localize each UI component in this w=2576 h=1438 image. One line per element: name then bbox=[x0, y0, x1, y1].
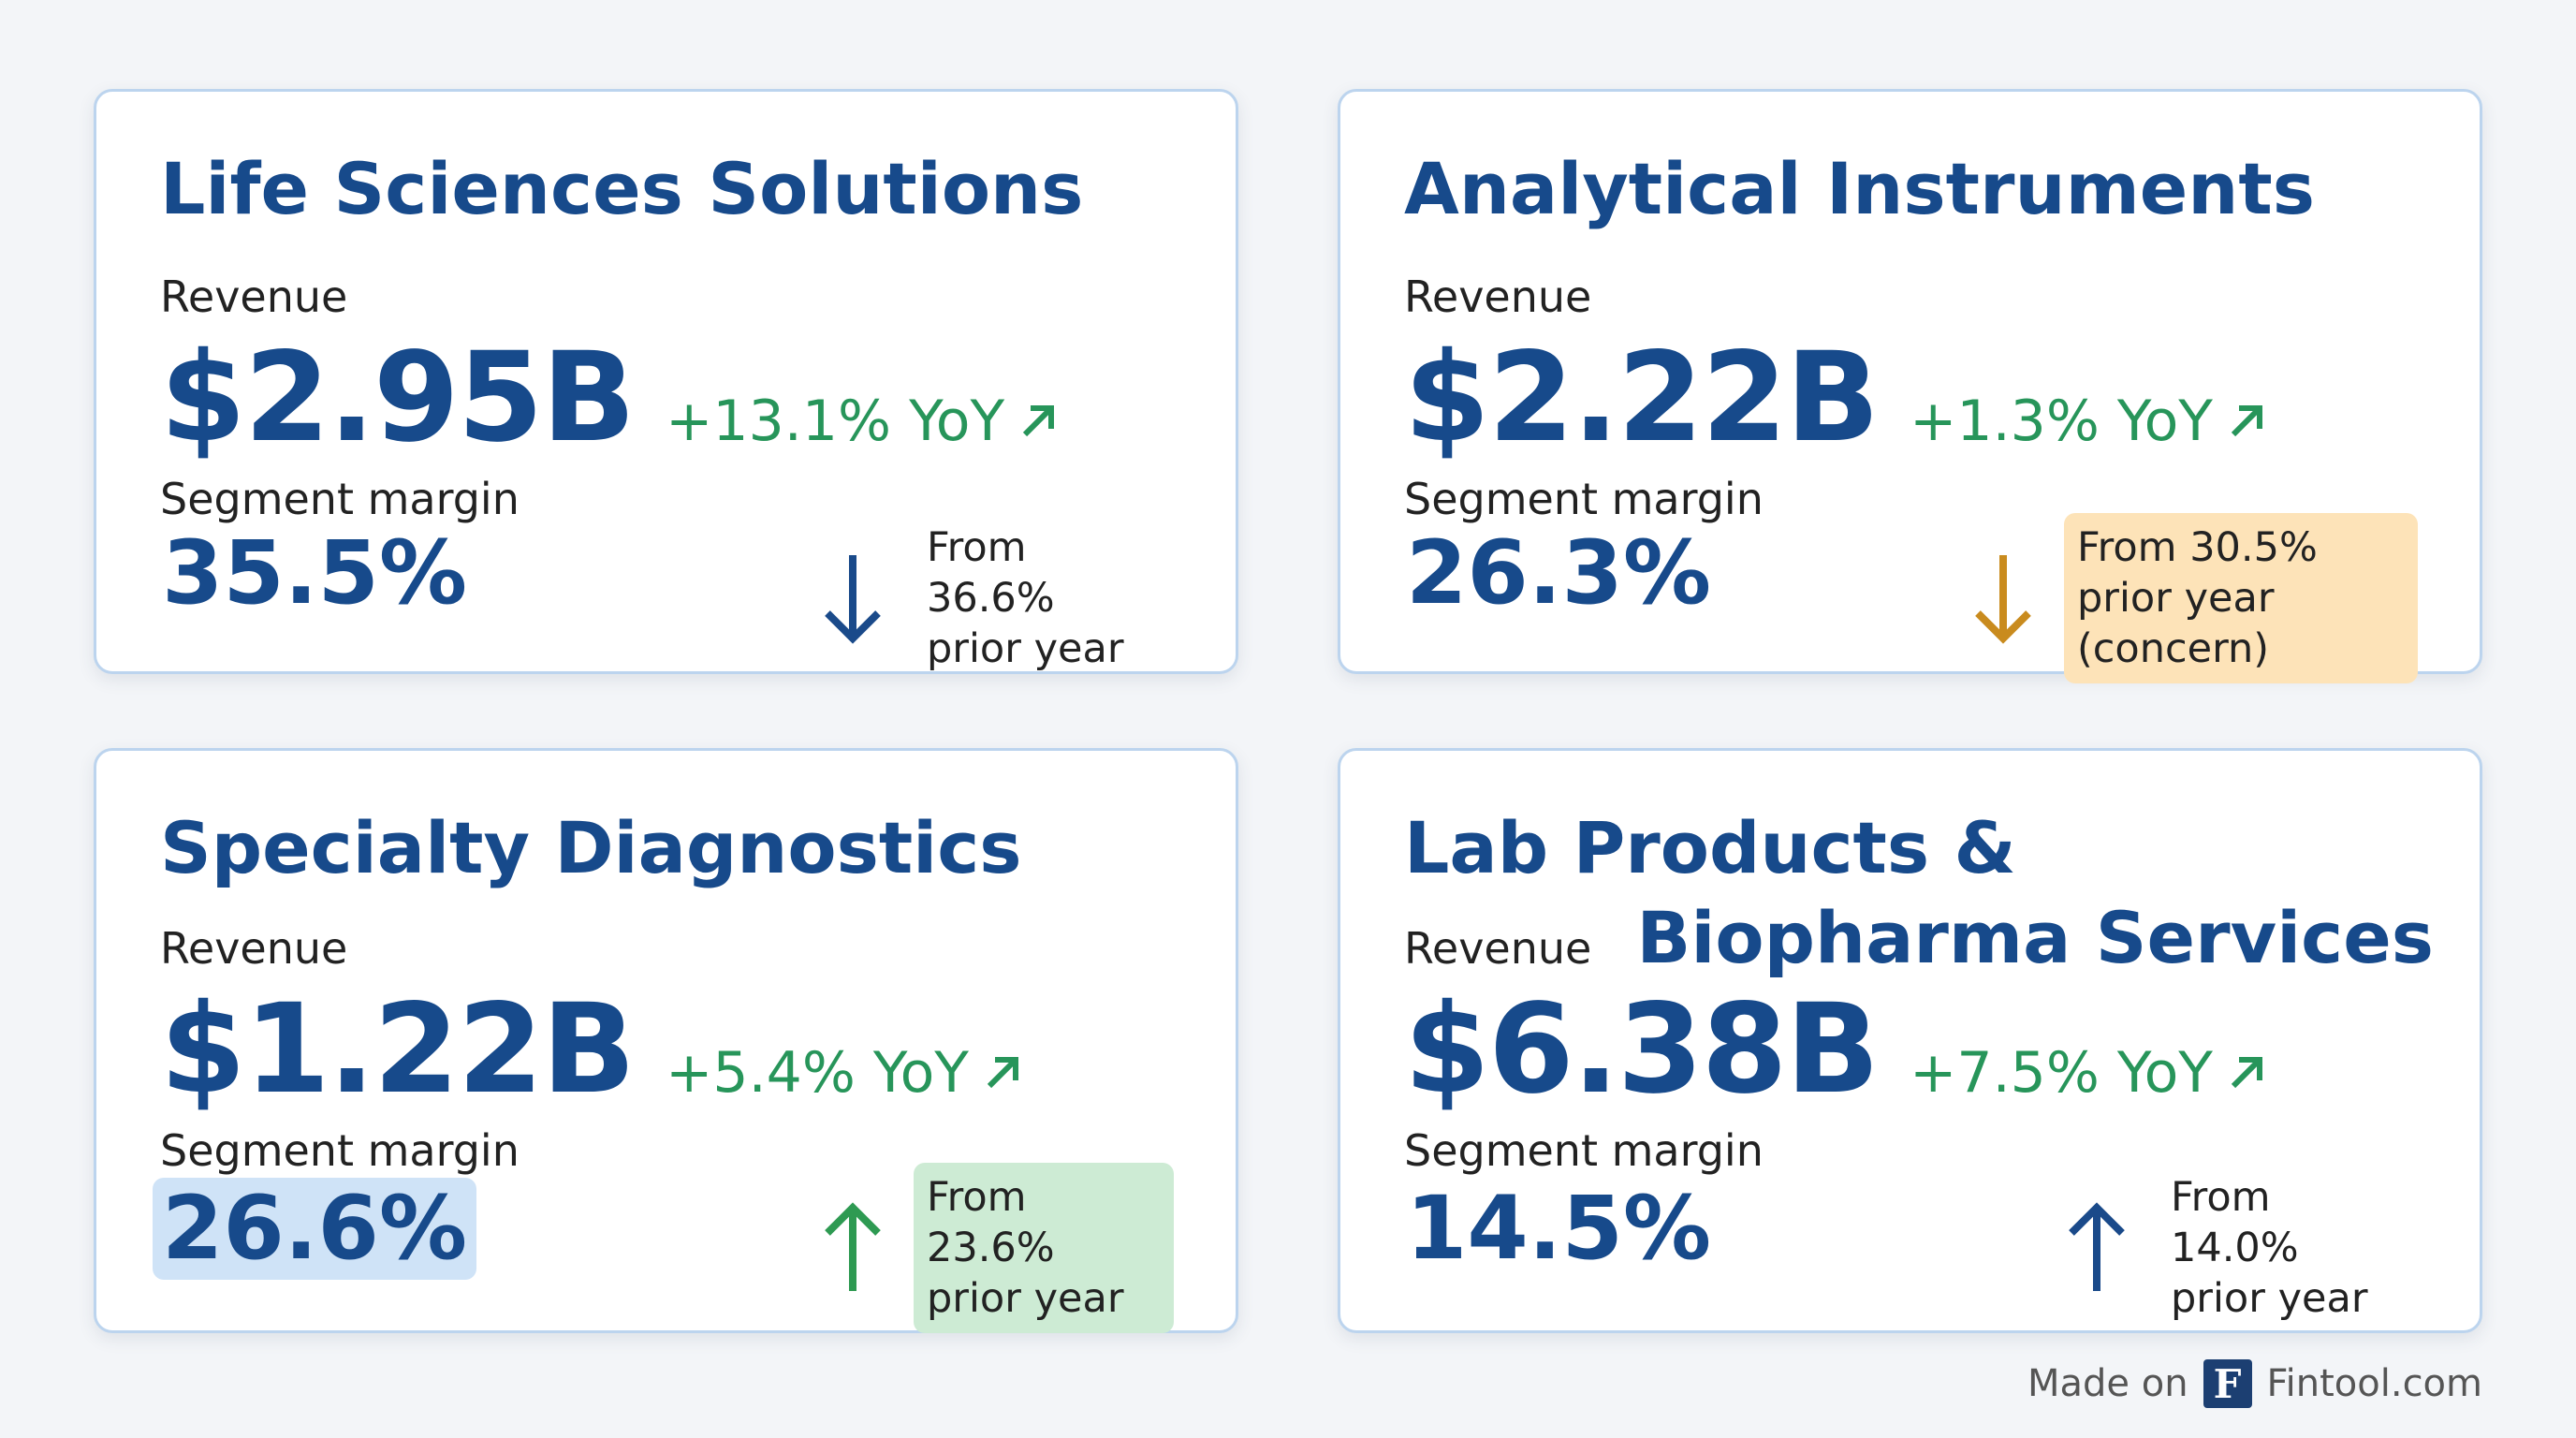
yoy-text: +1.3% YoY bbox=[1910, 389, 2213, 454]
revenue-row: $6.38B +7.5% YoY bbox=[1404, 977, 2267, 1122]
revenue-label: Revenue bbox=[160, 923, 348, 974]
margin-value: 14.5% bbox=[1406, 1178, 1712, 1280]
revenue-label: Revenue bbox=[1404, 923, 1592, 974]
margin-label: Segment margin bbox=[160, 474, 520, 524]
margin-value: 26.3% bbox=[1406, 522, 1712, 624]
margin-value: 35.5% bbox=[162, 522, 468, 624]
yoy-text: +7.5% YoY bbox=[1910, 1040, 2213, 1106]
logo: F bbox=[2203, 1359, 2252, 1408]
card-title: Life Sciences Solutions bbox=[160, 147, 1084, 230]
card-title: Analytical Instruments bbox=[1404, 147, 2315, 230]
margin-label: Segment margin bbox=[1404, 1125, 1764, 1176]
revenue-value: $2.95B bbox=[160, 326, 636, 470]
up-arrow bbox=[825, 1202, 881, 1291]
card-title: Specialty Diagnostics bbox=[160, 806, 1022, 889]
revenue-row: $2.22B +1.3% YoY bbox=[1404, 326, 2267, 470]
revenue-row: $1.22B +5.4% YoY bbox=[160, 977, 1023, 1122]
revenue-value: $2.22B bbox=[1404, 326, 1880, 470]
note-text: From 30.5% prior year (concern) bbox=[2064, 513, 2418, 683]
up-right-arrow bbox=[987, 1057, 1018, 1089]
brand: Fintool.com bbox=[2266, 1362, 2482, 1405]
margin-note: From 23.6% prior year bbox=[820, 1163, 1174, 1333]
yoy-text: +13.1% YoY bbox=[666, 389, 1005, 454]
margin-note: From 30.5% prior year (concern) bbox=[1970, 513, 2418, 683]
revenue-label: Revenue bbox=[1404, 271, 1592, 322]
margin-label: Segment margin bbox=[1404, 474, 1764, 524]
down-arrow bbox=[1975, 555, 2031, 644]
segment-card: Lab Products & Biopharma Services Revenu… bbox=[1338, 748, 2482, 1333]
yoy-change: +1.3% YoY bbox=[1910, 389, 2267, 454]
segment-card: Life Sciences Solutions Revenue $2.95B +… bbox=[94, 89, 1238, 674]
note-text: From 36.6% prior year bbox=[927, 524, 1124, 672]
revenue-row: $2.95B +13.1% YoY bbox=[160, 326, 1059, 470]
revenue-value: $1.22B bbox=[160, 977, 636, 1122]
yoy-change: +5.4% YoY bbox=[666, 1040, 1023, 1106]
revenue-value: $6.38B bbox=[1404, 977, 1880, 1122]
down-arrow bbox=[825, 555, 881, 644]
margin-note: From 36.6% prior year bbox=[820, 513, 1174, 683]
margin-label: Segment margin bbox=[160, 1125, 520, 1176]
revenue-label: Revenue bbox=[160, 271, 348, 322]
margin-value: 26.6% bbox=[153, 1178, 477, 1280]
segment-card: Analytical Instruments Revenue $2.22B +1… bbox=[1338, 89, 2482, 683]
up-right-arrow bbox=[2231, 1057, 2262, 1089]
footer: Made on F Fintool.com bbox=[2027, 1359, 2482, 1408]
up-right-arrow bbox=[1023, 405, 1055, 437]
note-text: From 14.0% prior year bbox=[2171, 1174, 2368, 1322]
up-right-arrow bbox=[2231, 405, 2262, 437]
yoy-change: +13.1% YoY bbox=[666, 389, 1059, 454]
yoy-text: +5.4% YoY bbox=[666, 1040, 969, 1106]
made-on: Made on bbox=[2027, 1362, 2188, 1405]
yoy-change: +7.5% YoY bbox=[1910, 1040, 2267, 1106]
up-arrow bbox=[2069, 1202, 2125, 1291]
card-title: Lab Products & Biopharma Services bbox=[1404, 806, 2434, 979]
note-text: From 23.6% prior year bbox=[914, 1163, 1174, 1333]
segment-card: Specialty Diagnostics Revenue $1.22B +5.… bbox=[94, 748, 1238, 1333]
margin-note: From 14.0% prior year bbox=[2064, 1163, 2418, 1333]
